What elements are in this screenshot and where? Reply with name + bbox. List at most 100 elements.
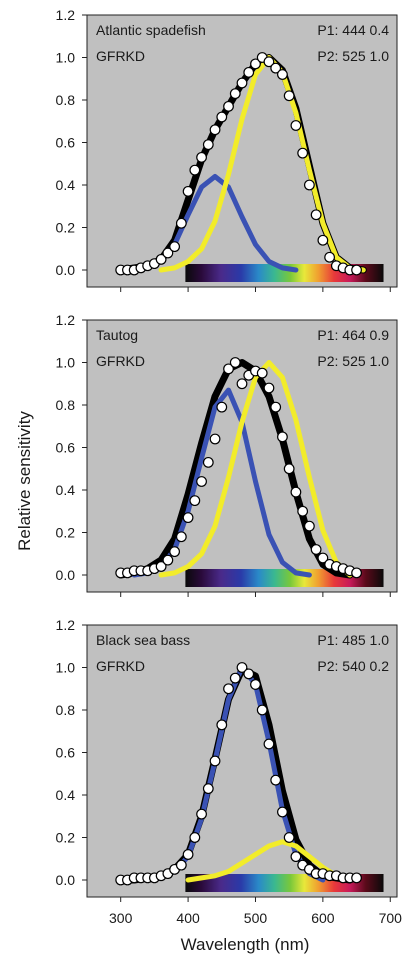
data-point <box>223 683 234 695</box>
y-tick-label: 0.6 <box>56 745 76 761</box>
data-point <box>263 738 275 750</box>
data-point <box>175 217 187 229</box>
y-tick-label: 0.4 <box>56 177 76 193</box>
series-line-3 <box>185 839 353 883</box>
data-point <box>277 69 288 80</box>
data-point <box>324 251 336 263</box>
data-point <box>277 806 288 818</box>
x-tick-label: 300 <box>109 910 133 926</box>
data-point <box>209 124 221 136</box>
data-point <box>155 561 167 572</box>
data-point <box>283 90 295 102</box>
data-point <box>256 367 268 379</box>
x-tick-label: 500 <box>244 910 268 926</box>
data-point <box>196 808 207 820</box>
y-tick-label: 0.6 <box>56 440 76 456</box>
data-point <box>169 546 181 558</box>
y-tick-label: 0.8 <box>56 702 76 718</box>
data-point <box>182 512 194 524</box>
y-tick-label: 1.2 <box>56 312 76 328</box>
peak-annotation-1: P1: 485 1.0 <box>317 632 389 648</box>
data-point <box>236 77 248 89</box>
data-point <box>209 433 221 445</box>
data-point <box>310 209 322 221</box>
data-point <box>216 401 228 413</box>
data-point <box>310 544 322 555</box>
data-point <box>236 378 248 390</box>
data-point <box>189 495 201 507</box>
data-point <box>283 832 295 843</box>
panel-title: Tautog <box>96 327 138 343</box>
data-point <box>202 139 214 151</box>
data-point <box>290 120 302 131</box>
panel-subtitle: GFRKD <box>96 48 145 64</box>
data-point <box>263 56 275 68</box>
data-point <box>351 567 362 579</box>
x-axis-label: Wavelength (nm) <box>181 935 310 954</box>
data-point <box>175 531 187 543</box>
data-point <box>202 783 214 795</box>
data-point <box>236 662 248 673</box>
data-point <box>229 672 241 684</box>
panel-1: 0.0 0.2 0.4 0.6 0.8 1.0 1.2 Atlantic spadefish G… <box>56 7 398 292</box>
y-axis-label: Relative sensitivity <box>15 411 34 551</box>
data-point <box>189 832 201 843</box>
data-point <box>223 100 234 112</box>
data-point <box>202 456 214 468</box>
data-point <box>162 247 174 259</box>
data-point <box>277 431 288 443</box>
y-tick-label: 0.2 <box>56 830 76 846</box>
data-point <box>317 552 329 564</box>
data-point <box>297 147 309 159</box>
data-point <box>303 179 315 191</box>
data-point <box>270 774 282 786</box>
data-point <box>162 554 174 566</box>
data-point <box>290 851 302 863</box>
peak-annotation-2: P2: 525 1.0 <box>317 48 389 64</box>
data-point <box>182 185 194 197</box>
y-tick-label: 1.0 <box>56 355 76 371</box>
peak-annotation-1: P1: 464 0.9 <box>317 327 389 343</box>
data-point <box>351 872 362 884</box>
y-tick-label: 0.8 <box>56 397 76 413</box>
y-tick-label: 0.0 <box>56 262 76 278</box>
data-point <box>256 704 268 716</box>
y-tick-label: 0.8 <box>56 92 76 108</box>
data-point <box>229 357 241 368</box>
y-tick-label: 0.0 <box>56 567 76 583</box>
data-point <box>182 849 194 860</box>
plot-area <box>86 14 398 288</box>
y-tick-label: 0.4 <box>56 482 76 498</box>
data-point <box>263 382 275 394</box>
data-point <box>243 668 255 680</box>
x-tick-label: 400 <box>176 910 200 926</box>
data-point <box>283 463 295 475</box>
data-point <box>250 679 261 690</box>
y-tick-label: 1.2 <box>56 617 76 633</box>
series-line-3 <box>158 360 353 578</box>
y-tick-label: 1.2 <box>56 7 76 23</box>
y-tick-label: 1.0 <box>56 660 76 676</box>
y-tick-label: 0.4 <box>56 787 76 803</box>
data-point <box>250 58 261 70</box>
x-tick-label: 700 <box>379 910 403 926</box>
data-point <box>189 164 201 176</box>
data-point <box>317 234 329 246</box>
data-point <box>290 486 302 498</box>
peak-annotation-2: P2: 525 1.0 <box>317 353 389 369</box>
panel-subtitle: GFRKD <box>96 658 145 674</box>
peak-annotation-2: P2: 540 0.2 <box>317 658 389 674</box>
data-point <box>216 111 228 123</box>
y-tick-label: 0.6 <box>56 135 76 151</box>
y-tick-label: 1.0 <box>56 50 76 66</box>
y-tick-label: 0.2 <box>56 220 76 236</box>
panel-title: Black sea bass <box>96 632 190 648</box>
data-point <box>169 241 181 253</box>
y-tick-label: 0.2 <box>56 525 76 541</box>
data-point <box>223 363 234 375</box>
panel-2: 0.0 0.2 0.4 0.6 0.8 1.0 1.2 Tautog GFRKD P1: 464 … <box>56 312 398 597</box>
data-point <box>196 151 207 163</box>
data-point <box>196 476 207 487</box>
data-point <box>297 505 309 517</box>
